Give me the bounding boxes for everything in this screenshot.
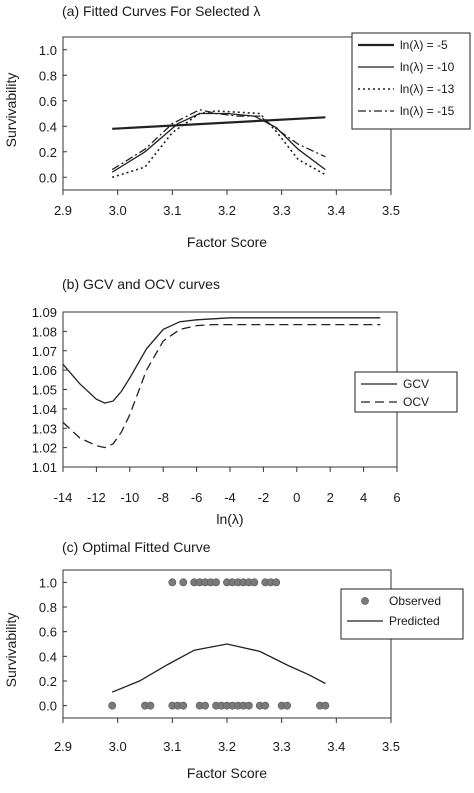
x-tick-label: -8 [157, 490, 169, 505]
legend-label: Predicted [389, 614, 440, 628]
y-tick-label: 1.0 [39, 43, 57, 58]
panel-a-ylabel: Survivability [3, 73, 19, 148]
y-tick-label: 1.02 [32, 441, 57, 456]
panel-a-title: (a) Fitted Curves For Selected λ [62, 3, 260, 19]
legend-label: ln(λ) = -13 [400, 82, 455, 96]
legend-box [354, 371, 458, 413]
x-tick-label: -4 [224, 490, 236, 505]
legend-label: ln(λ) = -5 [400, 38, 448, 52]
observed-point [261, 701, 270, 710]
observed-point [244, 701, 253, 710]
panel-b-xlabel: ln(λ) [216, 511, 243, 527]
y-tick-label: 0.2 [39, 145, 57, 160]
x-tick-label: 3.1 [163, 203, 181, 218]
x-tick-label: -6 [191, 490, 203, 505]
x-tick-label: 3.0 [109, 203, 127, 218]
observed-point [146, 701, 155, 710]
panel-a-xlabel: Factor Score [187, 234, 267, 250]
x-tick-label: 3.2 [218, 739, 236, 754]
y-tick-label: 1.06 [32, 363, 57, 378]
observed-point [201, 701, 210, 710]
x-tick-label: 2.9 [54, 203, 72, 218]
legend-marker [361, 597, 369, 605]
y-tick-label: 1.04 [32, 402, 57, 417]
y-tick-label: 0.8 [39, 68, 57, 83]
x-tick-label: 3.5 [382, 203, 400, 218]
x-tick-label: 4 [360, 490, 367, 505]
observed-point [321, 701, 330, 710]
y-tick-label: 0.6 [39, 94, 57, 109]
x-tick-label: -12 [87, 490, 106, 505]
x-tick-label: 3.4 [327, 203, 345, 218]
legend-label: ln(λ) = -15 [400, 104, 455, 118]
legend-label: ln(λ) = -10 [400, 60, 455, 74]
x-tick-label: 2.9 [54, 739, 72, 754]
panel-a: (a) Fitted Curves For Selected λ Factor … [3, 3, 471, 250]
x-tick-label: 3.3 [273, 739, 291, 754]
legend-box [351, 32, 471, 130]
legend-box [340, 588, 464, 640]
observed-point [250, 578, 259, 587]
panel-c-title: (c) Optimal Fitted Curve [62, 539, 211, 555]
y-tick-label: 1.01 [32, 460, 57, 475]
y-tick-label: 0.0 [39, 170, 57, 185]
panel-c-ylabel: Survivability [3, 613, 19, 688]
observed-point [168, 578, 177, 587]
x-tick-label: 3.1 [163, 739, 181, 754]
x-tick-label: -2 [258, 490, 270, 505]
legend-label: Observed [389, 594, 441, 608]
x-tick-label: 6 [393, 490, 400, 505]
series-line [111, 110, 326, 179]
x-tick-label: -14 [54, 490, 73, 505]
y-tick-label: 1.08 [32, 324, 57, 339]
y-tick-label: 1.0 [39, 575, 57, 590]
y-tick-label: 0.6 [39, 625, 57, 640]
panel-b: (b) GCV and OCV curves ln(λ) 1.01 1.02 1.0… [32, 276, 458, 527]
series-line [62, 317, 381, 404]
x-tick-label: 3.0 [109, 739, 127, 754]
series-line [111, 643, 326, 693]
legend-label: GCV [403, 377, 429, 391]
y-tick-label: 1.07 [32, 344, 57, 359]
series-line [62, 323, 381, 449]
y-tick-label: 0.4 [39, 649, 57, 664]
series-line [111, 112, 326, 173]
y-tick-label: 0.4 [39, 119, 57, 134]
observed-point [179, 578, 188, 587]
y-tick-label: 0.8 [39, 600, 57, 615]
observed-point [212, 578, 220, 587]
x-tick-label: 2 [327, 490, 334, 505]
x-tick-label: 3.2 [218, 203, 236, 218]
observed-point [283, 701, 292, 710]
y-tick-label: 1.05 [32, 383, 57, 398]
x-tick-label: 3.5 [382, 739, 400, 754]
x-tick-label: -10 [120, 490, 139, 505]
legend-label: OCV [403, 395, 429, 409]
series-line [112, 116, 326, 130]
y-tick-label: 1.09 [32, 305, 57, 320]
observed-point [272, 578, 281, 587]
series-line [111, 109, 326, 171]
x-tick-label: 3.3 [273, 203, 291, 218]
observed-point [108, 701, 117, 710]
y-tick-label: 1.03 [32, 421, 57, 436]
x-tick-label: 0 [293, 490, 300, 505]
panel-b-title: (b) GCV and OCV curves [62, 276, 220, 292]
panel-c-xlabel: Factor Score [187, 765, 267, 781]
x-tick-label: 3.4 [327, 739, 345, 754]
panel-c: (c) Optimal Fitted Curve Factor Score Su… [3, 539, 464, 781]
observed-point [179, 701, 188, 710]
y-tick-label: 0.0 [39, 699, 57, 714]
y-tick-label: 0.2 [39, 674, 57, 689]
